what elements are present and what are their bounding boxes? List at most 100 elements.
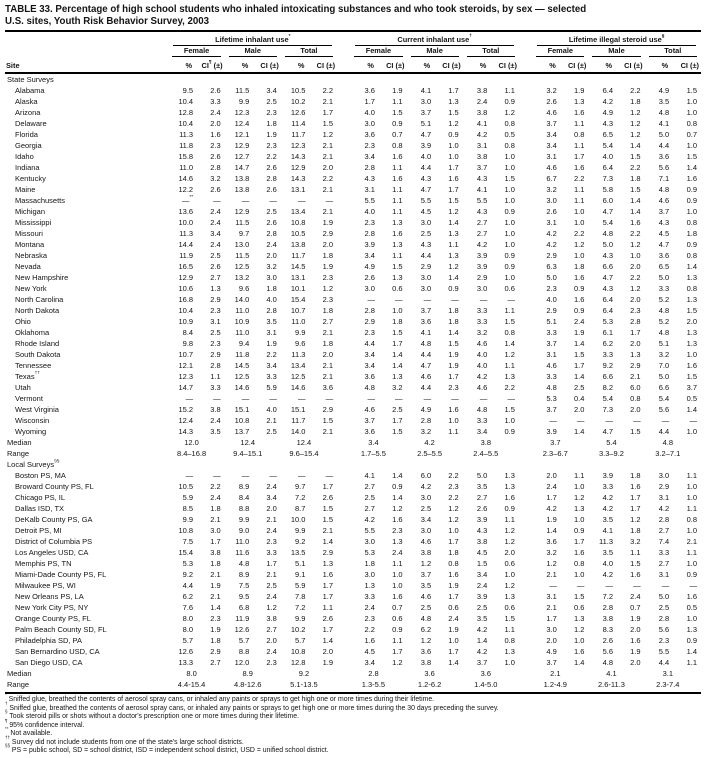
value-cell: 14.0 (234, 295, 250, 304)
value-cell: 1.2 (392, 504, 403, 513)
value-cell: 5.9 (295, 581, 306, 590)
value-cell: 3.5 (602, 548, 614, 557)
value-cell: 1.3 (392, 218, 403, 227)
value-cell: 4.3 (602, 251, 614, 260)
value-cell: 1.7 (392, 647, 403, 656)
value-cell: 1.7 (448, 86, 459, 95)
value-cell: 3.3 (364, 592, 375, 601)
value-cell: 10.6 (178, 284, 194, 293)
value-cell: 5.3 (182, 559, 194, 568)
col-header-male: Male (588, 46, 644, 57)
value-cell: 6.2 (182, 592, 194, 601)
value-cell: 9.5 (238, 592, 250, 601)
value-cell: 3.2 (630, 537, 641, 546)
value-cell: 1.6 (630, 636, 641, 645)
value-cell: 0.9 (504, 427, 515, 436)
site-cell: Idaho (15, 152, 34, 161)
column-gap (519, 415, 532, 426)
value-cell: 1.4 (686, 163, 697, 172)
value-cell: 1.4 (573, 339, 585, 348)
value-cell: 1.6 (573, 647, 585, 656)
column-gap (337, 173, 350, 184)
value-cell: 3.8 (476, 152, 488, 161)
value-cell: 1.6 (573, 548, 585, 557)
value-cell: 2.1 (210, 592, 221, 601)
value-cell: — (367, 295, 375, 304)
value-cell: 4.9 (658, 86, 670, 95)
value-cell: —** (181, 195, 194, 205)
value-cell: 1.5 (322, 515, 334, 524)
value-cell: 4.0 (476, 350, 488, 359)
value-cell: 0.8 (686, 284, 697, 293)
value-cell: 0.5 (504, 130, 515, 139)
site-cell: South Dakota (15, 350, 61, 359)
value-cell: 4.4 (420, 251, 432, 260)
value-cell: 3.1 (546, 592, 557, 601)
value-cell: 1.2 (573, 493, 585, 502)
value-cell: 4.8 (658, 328, 670, 337)
value-cell: 1.9 (630, 614, 641, 623)
value-cell: 5.6 (602, 647, 614, 656)
value-cell: 3.9 (364, 240, 375, 249)
value-cell: 1.5 (504, 614, 515, 623)
value-cell: 7.4 (658, 537, 670, 546)
value-cell: 1.6 (392, 592, 403, 601)
value-cell: 1.5 (630, 152, 641, 161)
column-gap (337, 547, 350, 558)
value-cell: 1.1 (392, 251, 403, 260)
value-cell: 3.9 (476, 515, 488, 524)
value-cell: 0.9 (392, 119, 403, 128)
value-cell: 1.9 (573, 86, 585, 95)
value-cell: 3.5 (266, 317, 277, 326)
site-cell: Utah (15, 383, 31, 392)
value-cell: 1.7 (448, 537, 459, 546)
site-cell: Indiana (15, 163, 40, 172)
value-cell: 1.2 (630, 284, 641, 293)
column-gap (519, 514, 532, 525)
value-cell: 1.1 (392, 97, 403, 106)
value-cell: 1.3 (322, 559, 334, 568)
footnote: ¶ 95% confidence interval. (5, 717, 85, 729)
value-cell: 5.0 (658, 273, 670, 282)
value-cell: 0.8 (686, 119, 697, 128)
value-cell: 1.6 (630, 218, 641, 227)
value-cell: 4.4 (658, 427, 670, 436)
value-cell: 4.3 (476, 207, 488, 216)
value-cell: 3.0 (420, 97, 432, 106)
value-cell: 2.6 (602, 636, 614, 645)
value-cell: 1.6 (573, 163, 585, 172)
column-gap (519, 679, 532, 690)
table-row: Memphis PS, TN 5.3 1.8 4.8 1.7 5.1 1.3 1.8 1.1 1.… (5, 558, 701, 569)
column-gap (337, 85, 350, 96)
table-row: Wyoming 14.3 3.5 13.7 2.5 14.0 2.1 3.6 1.5 3.2 1.1… (5, 426, 701, 437)
value-cell: 1.1 (392, 185, 403, 194)
value-cell: 1.1 (686, 504, 697, 513)
value-cell: 1.5 (392, 262, 403, 271)
value-cell: 2.2 (573, 229, 585, 238)
value-cell: 0.9 (686, 240, 697, 249)
value-cell: 2.5 (266, 581, 277, 590)
value-cell: 1.3 (448, 97, 459, 106)
value-cell: 2.3–6.7 (542, 449, 568, 458)
percent-header: % (224, 57, 256, 74)
value-cell: 3.6 (364, 86, 375, 95)
value-cell: 1.3-5.5 (361, 680, 386, 689)
value-cell: 2.9 (210, 350, 221, 359)
value-cell: 2.0 (630, 625, 641, 634)
column-gap (337, 107, 350, 118)
value-cell: 1.8 (448, 317, 459, 326)
site-cell: Arizona (15, 108, 41, 117)
site-cell: Detroit PS, MI (15, 526, 62, 535)
table-row: Florida 11.3 1.6 12.1 1.9 11.7 1.2 3.6 0.7 4.7 0.9… (5, 129, 701, 140)
value-cell: 1.2 (448, 207, 459, 216)
site-cell: Chicago PS, IL (15, 493, 66, 502)
value-cell: 10.8 (178, 526, 194, 535)
value-cell: 2.4 (266, 647, 277, 656)
table-row: Wisconsin 12.4 2.4 10.8 2.1 11.7 1.5 3.7 1.7 2.8 1… (5, 415, 701, 426)
column-gap (519, 239, 532, 250)
column-gap (337, 129, 350, 140)
value-cell: 13.6 (178, 207, 194, 216)
value-cell: 4.0 (420, 152, 432, 161)
footnote: †† Survey did not include students from … (5, 734, 244, 746)
